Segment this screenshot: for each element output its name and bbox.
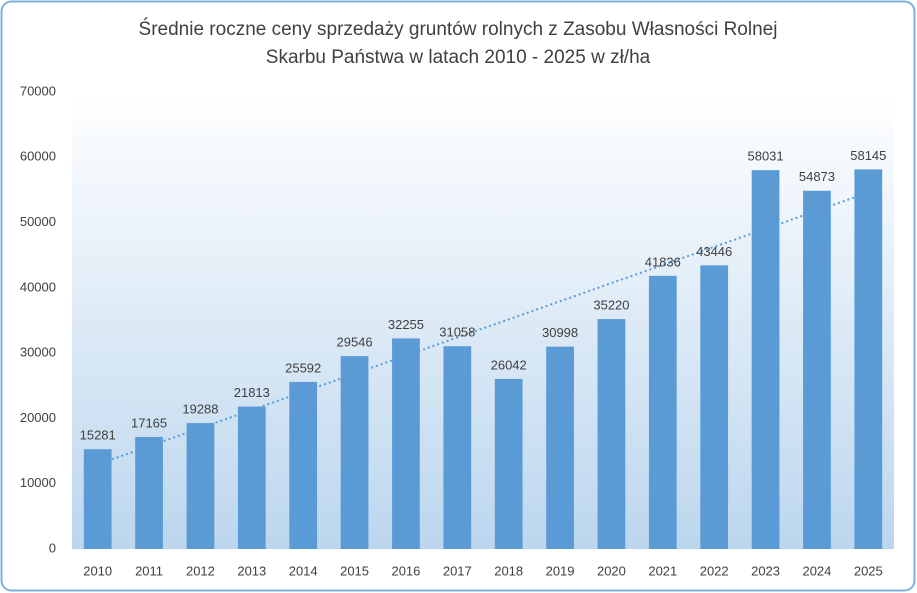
bar <box>648 275 677 549</box>
x-tick-label: 2015 <box>340 563 369 578</box>
value-label: 15281 <box>80 428 116 443</box>
bar <box>443 346 472 549</box>
bar <box>803 190 831 550</box>
x-tick-label: 2019 <box>546 563 575 578</box>
chart-title: Skarbu Państwa w latach 2010 - 2025 w zł… <box>266 47 651 68</box>
x-tick-label: 2012 <box>186 563 215 578</box>
x-tick-label: 2016 <box>391 563 420 578</box>
bar <box>186 423 215 549</box>
bar <box>237 406 266 549</box>
bar <box>392 338 420 549</box>
value-label: 35220 <box>593 298 629 313</box>
value-label: 32255 <box>388 317 424 332</box>
bar <box>700 265 729 549</box>
x-tick-label: 2017 <box>443 563 472 578</box>
bar <box>751 170 780 549</box>
value-label: 29546 <box>336 335 372 350</box>
y-tick-label: 30000 <box>20 345 56 360</box>
value-label: 17165 <box>131 415 167 430</box>
x-tick-label: 2010 <box>83 563 112 578</box>
value-label: 41836 <box>645 254 681 269</box>
x-tick-label: 2018 <box>494 563 523 578</box>
bar <box>83 449 112 549</box>
x-tick-label: 2014 <box>289 563 318 578</box>
bar <box>494 378 523 549</box>
y-tick-label: 0 <box>49 540 56 555</box>
chart-title: Średnie roczne ceny sprzedaży gruntów ro… <box>139 18 778 40</box>
value-label: 43446 <box>696 244 732 259</box>
bar <box>597 319 626 549</box>
bar <box>340 356 369 549</box>
value-label: 26042 <box>491 357 527 372</box>
value-label: 58145 <box>850 148 886 163</box>
bar <box>289 381 318 549</box>
x-tick-label: 2020 <box>597 563 626 578</box>
value-label: 58031 <box>747 149 783 164</box>
x-tick-label: 2023 <box>751 563 780 578</box>
value-label: 19288 <box>182 402 218 417</box>
x-tick-label: 2024 <box>802 563 831 578</box>
y-tick-label: 20000 <box>20 410 56 425</box>
value-label: 30998 <box>542 325 578 340</box>
bar <box>546 346 574 549</box>
x-tick-label: 2022 <box>700 563 729 578</box>
bar <box>854 169 883 549</box>
x-tick-label: 2025 <box>854 563 883 578</box>
value-label: 31058 <box>439 325 475 340</box>
y-tick-label: 10000 <box>20 475 56 490</box>
y-tick-label: 70000 <box>20 83 56 98</box>
value-label: 25592 <box>285 360 321 375</box>
bar <box>135 436 163 549</box>
y-tick-label: 40000 <box>20 279 56 294</box>
y-tick-label: 50000 <box>20 214 56 229</box>
value-label: 21813 <box>234 385 270 400</box>
x-tick-label: 2013 <box>237 563 266 578</box>
x-tick-label: 2021 <box>648 563 677 578</box>
value-label: 54873 <box>799 169 835 184</box>
y-tick-label: 60000 <box>20 149 56 164</box>
trendline <box>97 191 869 466</box>
x-tick-label: 2011 <box>135 563 163 578</box>
